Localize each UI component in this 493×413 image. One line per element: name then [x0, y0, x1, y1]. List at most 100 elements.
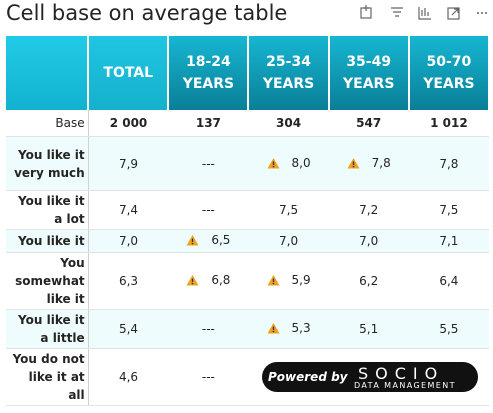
table-cell: 4,6 — [88, 348, 169, 406]
visual-title: Cell base on average table — [6, 1, 288, 25]
table-cell: 8,0 — [248, 136, 329, 191]
table-cell: 5,4 — [88, 309, 169, 349]
cell-content: 6,4 — [439, 274, 458, 288]
cell-value: 547 — [356, 116, 382, 130]
column-header: 25-34 YEARS — [248, 36, 330, 110]
row-header: You like it a little — [6, 309, 89, 349]
cell-content: 137 — [196, 116, 221, 130]
cell-value: 7,4 — [118, 203, 139, 217]
warning-icon — [267, 275, 279, 286]
warning-icon — [267, 157, 279, 168]
cell-value: 1 012 — [430, 116, 468, 130]
column-header: 50-70 YEARS — [408, 36, 491, 110]
row-header: You somewhat like it — [6, 252, 89, 310]
warning-icon — [267, 323, 279, 334]
cell-content: 5,1 — [359, 322, 378, 336]
cell-value: 137 — [195, 116, 221, 130]
table-cell: --- — [168, 309, 249, 349]
cell-value: 5,3 — [291, 321, 311, 335]
focus-icon[interactable] — [418, 7, 431, 20]
table-cell: 6,3 — [88, 252, 169, 310]
cell-content: 7,5 — [439, 203, 458, 217]
watermark-brand: SOCIO — [358, 364, 445, 383]
expand-icon[interactable] — [447, 7, 460, 20]
cell-value: 7,5 — [279, 203, 299, 217]
pin-icon[interactable] — [360, 5, 372, 19]
cell-value: --- — [201, 156, 215, 171]
table-row: You somewhat like it 6,3 6,8 5,9 6,2 6,4 — [6, 252, 489, 310]
table-cell: 6,5 — [168, 229, 249, 253]
cell-content: 7,8 — [347, 156, 391, 170]
table-cell: 5,9 — [248, 252, 329, 310]
table-row: You like it a lot 7,4 --- 7,5 7,2 7,5 — [6, 190, 489, 230]
cell-value: 5,5 — [439, 322, 459, 336]
cell-value: 7,5 — [439, 203, 459, 217]
cell-content: 5,9 — [267, 273, 311, 287]
cell-value: --- — [201, 203, 215, 217]
cell-content: --- — [202, 370, 215, 384]
cell-content: 2 000 — [110, 116, 148, 130]
cell-value: 6,4 — [439, 274, 459, 288]
table-cell: 547 — [328, 110, 409, 137]
table-cell: --- — [168, 190, 249, 230]
table-cell: 7,5 — [248, 190, 329, 230]
visual-toolbar — [360, 5, 487, 20]
table-cell: 7,0 — [328, 229, 409, 253]
table-cell: 5,5 — [408, 309, 489, 349]
cell-content: 7,8 — [439, 157, 458, 171]
data-table: TOTAL 18-24 YEARS 25-34 YEARS 35-49 YEARS 50… — [6, 36, 491, 406]
table-cell: 7,5 — [408, 190, 489, 230]
cell-content: 7,0 — [119, 234, 138, 248]
table-cell: 6,8 — [168, 252, 249, 310]
cell-content: 7,1 — [439, 234, 458, 248]
cell-content: 6,3 — [119, 274, 138, 288]
warning-icon — [347, 157, 360, 168]
cell-value: 2 000 — [109, 116, 148, 130]
table-cell: --- — [168, 136, 249, 191]
cell-value: 7,0 — [359, 234, 379, 248]
cell-value: 7,8 — [439, 156, 459, 171]
cell-value: 7,2 — [359, 203, 379, 217]
cell-content: 5,3 — [267, 321, 311, 335]
cell-content: 547 — [356, 116, 381, 130]
table-cell: 7,2 — [328, 190, 409, 230]
column-header: TOTAL — [88, 36, 170, 110]
cell-value: 4,6 — [118, 370, 139, 384]
table-cell: 7,0 — [88, 229, 169, 253]
cell-value: 6,3 — [118, 274, 139, 288]
cell-content: 6,5 — [186, 233, 230, 247]
cell-value: 6,5 — [211, 233, 231, 247]
cell-value: 7,0 — [279, 234, 299, 248]
cell-value: 8,0 — [291, 155, 311, 170]
cell-content: 8,0 — [267, 156, 311, 170]
cell-content: 7,0 — [279, 234, 298, 248]
cell-content: 7,9 — [119, 157, 138, 171]
watermark-tagline: DATA MANAGEMENT — [354, 381, 456, 390]
cell-value: 7,1 — [439, 234, 459, 248]
watermark-prefix: Powered by — [268, 370, 348, 384]
table-cell: 7,8 — [328, 136, 409, 191]
cell-value: 6,8 — [211, 273, 231, 287]
cell-value: 7,0 — [118, 234, 139, 248]
watermark: Powered by SOCIO DATA MANAGEMENT — [262, 362, 478, 392]
table-row: You like it very much 7,9 --- 8,0 7,8 7,8 — [6, 136, 489, 191]
more-icon[interactable] — [477, 12, 487, 14]
table-cell: --- — [168, 348, 249, 406]
filter-icon[interactable] — [391, 7, 403, 17]
table-cell: 2 000 — [88, 110, 169, 137]
table-row: You like it a little 5,4 --- 5,3 5,1 5,5 — [6, 309, 489, 349]
cell-value: --- — [201, 370, 215, 384]
table-cell: 7,8 — [408, 136, 489, 191]
table-row: Base 2 000 137 304 547 1 012 — [6, 110, 489, 137]
cell-value: 7,8 — [371, 155, 391, 170]
column-header: 35-49 YEARS — [328, 36, 410, 110]
cell-value: 5,9 — [291, 273, 311, 287]
cell-value: 7,9 — [118, 156, 139, 171]
table-cell: 5,1 — [328, 309, 409, 349]
cell-value: 6,2 — [359, 274, 379, 288]
table-cell: 1 012 — [408, 110, 489, 137]
row-header: You like it very much — [6, 136, 89, 191]
cell-content: 7,0 — [359, 234, 378, 248]
table-cell: 7,4 — [88, 190, 169, 230]
table-cell: 7,0 — [248, 229, 329, 253]
